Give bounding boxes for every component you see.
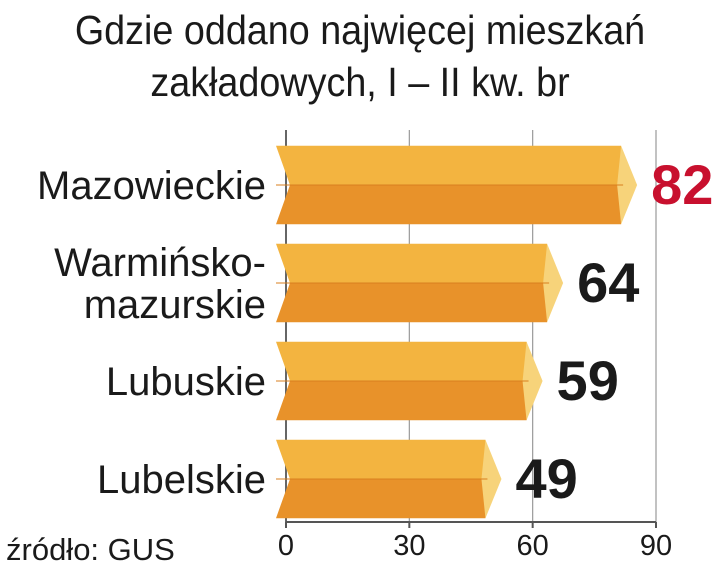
chart-title-line-2: zakładowych, I – II kw. br xyxy=(150,59,570,105)
category-label: mazurskie xyxy=(84,283,266,327)
value-label: 82 xyxy=(651,153,713,216)
bar xyxy=(276,439,488,479)
category-label: Lubelskie xyxy=(97,458,266,502)
category-label: Lubuskie xyxy=(106,360,266,404)
x-tick-label: 30 xyxy=(393,530,425,562)
bar xyxy=(276,243,550,283)
source-note: źródło: GUS xyxy=(6,532,175,567)
bar-cap xyxy=(481,439,502,519)
bar-cap xyxy=(522,341,543,421)
value-label: 59 xyxy=(557,349,619,412)
x-tick-label: 90 xyxy=(640,530,672,562)
bar-shade xyxy=(276,283,550,323)
chart-title-line-1: Gdzie oddano najwięcej mieszkań xyxy=(74,7,646,53)
bar-shade xyxy=(276,185,624,225)
category-label: Mazowieckie xyxy=(37,164,266,208)
category-label: Warmińsko- xyxy=(54,241,266,285)
value-label: 64 xyxy=(577,251,639,314)
bar-shade xyxy=(276,479,488,519)
chart-title: Gdzie oddano najwięcej mieszkań zakładow… xyxy=(29,4,691,108)
bar-cap xyxy=(543,243,564,323)
bar-cap xyxy=(617,145,638,225)
bar-shade xyxy=(276,381,529,421)
x-tick-label: 60 xyxy=(517,530,549,562)
bar xyxy=(276,145,624,185)
bar xyxy=(276,341,529,381)
value-label: 49 xyxy=(515,447,577,510)
x-tick-label: 0 xyxy=(278,530,294,562)
